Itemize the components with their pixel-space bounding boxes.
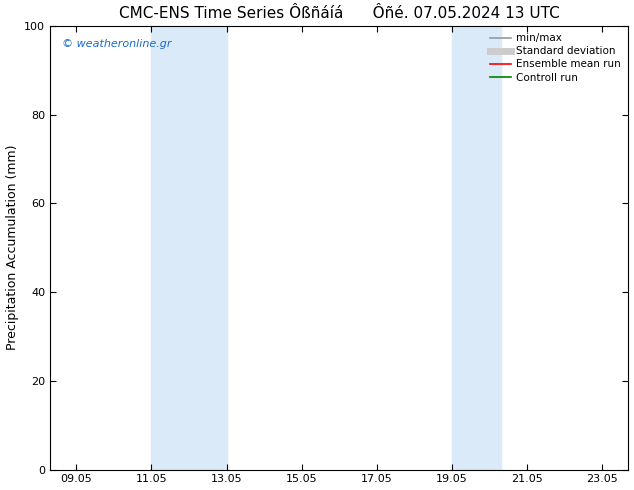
Bar <box>452 26 501 469</box>
Text: © weatheronline.gr: © weatheronline.gr <box>61 39 171 49</box>
Title: CMC-ENS Time Series Ôßñáíá      Ôñé. 07.05.2024 13 UTC: CMC-ENS Time Series Ôßñáíá Ôñé. 07.05.20… <box>119 5 560 21</box>
Legend: min/max, Standard deviation, Ensemble mean run, Controll run: min/max, Standard deviation, Ensemble me… <box>486 29 625 87</box>
Bar <box>152 26 226 469</box>
Y-axis label: Precipitation Accumulation (mm): Precipitation Accumulation (mm) <box>6 145 18 350</box>
